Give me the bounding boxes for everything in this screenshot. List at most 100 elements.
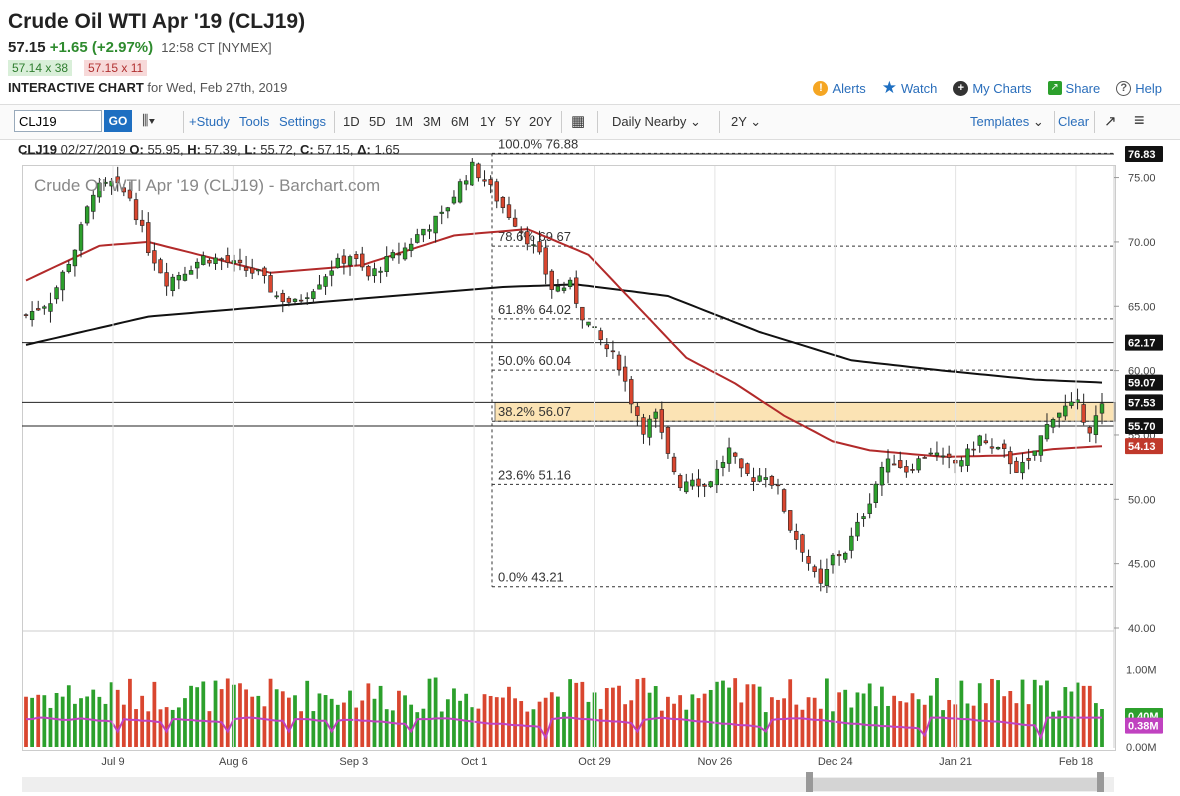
candle-body (42, 306, 47, 309)
candle-body (684, 481, 689, 493)
price-label-5: 54.13 (1128, 441, 1156, 453)
candle-body (274, 295, 279, 298)
volume-bar (825, 678, 829, 747)
candle-body (757, 475, 762, 482)
volume-bar (128, 678, 132, 747)
watch-link[interactable]: ★ Watch (882, 78, 938, 98)
period-5d[interactable]: 5D (369, 114, 386, 129)
candle-body (121, 187, 127, 193)
volume-bar (861, 693, 866, 747)
ohlc-symbol: CLJ19 (18, 142, 58, 157)
volume-bar (757, 686, 762, 747)
close-label: C: (300, 142, 314, 157)
candle-body (959, 460, 964, 467)
share-link[interactable]: ↗ Share (1047, 78, 1100, 98)
expand-icon[interactable]: ↗ (1104, 113, 1117, 130)
price-label-box-4 (1125, 417, 1163, 434)
candle-body (188, 270, 194, 275)
volume-bar (617, 685, 621, 747)
chart-label: INTERACTIVE CHART (8, 80, 144, 95)
volume-bar (873, 706, 878, 747)
candle-body (690, 479, 695, 487)
volume-bar (666, 696, 670, 747)
y-tick-label: 50.00 (1128, 494, 1156, 506)
y-tick-label: 75.00 (1128, 173, 1156, 185)
candle-body (696, 478, 701, 487)
candle-body (262, 267, 267, 277)
period-5y[interactable]: 5Y (505, 114, 521, 129)
volume-bar (476, 708, 481, 747)
candle-body (139, 219, 145, 226)
candle-body (433, 215, 438, 234)
volume-bar (837, 692, 841, 747)
settings-button[interactable]: Settings (279, 114, 326, 129)
candle-body (788, 510, 793, 531)
volume-bar (1014, 703, 1019, 747)
candle-body (415, 234, 420, 243)
volume-bar (678, 695, 683, 747)
volume-bar (611, 687, 615, 747)
ohlc-line: CLJ19 02/27/2019 O: 55.95, H: 57.39, L: … (18, 142, 400, 157)
volume-bar (287, 697, 291, 747)
scroll-thumb[interactable] (810, 778, 1104, 791)
period-3m[interactable]: 3M (423, 114, 442, 129)
alerts-link[interactable]: ! Alerts (813, 78, 866, 98)
volume-bar (831, 711, 835, 747)
candle-body (561, 287, 567, 291)
price-label-box-3 (1125, 394, 1163, 411)
templates-select[interactable]: Templates ⌄ (970, 114, 1044, 130)
volume-bar (928, 695, 933, 747)
volume-bar (299, 711, 303, 747)
nearby-select[interactable]: Daily Nearby ⌄ (612, 114, 701, 130)
mycharts-link[interactable]: + My Charts (953, 78, 1032, 98)
candle-body (1001, 443, 1007, 449)
volume-bar (91, 689, 96, 747)
candle-body (29, 311, 35, 321)
chart-toolbar: GO ⫼▾ +Study Tools Settings 1D 5D 1M 3M … (0, 104, 1180, 140)
candle-body (635, 406, 640, 416)
period-20y[interactable]: 20Y (529, 114, 553, 129)
candle-body (421, 228, 426, 236)
calendar-icon[interactable]: ▦ (571, 113, 586, 130)
period-1d[interactable]: 1D (343, 114, 360, 129)
x-tick-label: Oct 29 (578, 756, 610, 768)
range-select[interactable]: 2Y ⌄ (731, 114, 761, 130)
candle-body (745, 463, 750, 474)
help-link[interactable]: ? Help (1116, 78, 1162, 98)
volume-bar (409, 704, 414, 747)
symbol-input[interactable] (14, 110, 102, 132)
candle-body (702, 484, 707, 487)
period-1m[interactable]: 1M (395, 114, 414, 129)
candle-body (543, 247, 548, 275)
y-tick-label: 45.00 (1128, 559, 1156, 571)
menu-icon[interactable]: ≡ (1134, 110, 1145, 130)
candle-body (1026, 457, 1031, 461)
candle-body (1063, 405, 1068, 417)
candle-body (305, 297, 310, 299)
volume-bar (1057, 710, 1062, 747)
volume-bar (1087, 685, 1092, 747)
candle-body (317, 284, 322, 290)
period-6m[interactable]: 6M (451, 114, 470, 129)
candle-body (408, 243, 414, 251)
scroll-handle-right[interactable] (1097, 772, 1104, 792)
candle-body (910, 469, 915, 471)
period-1y[interactable]: 1Y (480, 114, 496, 129)
volume-bar (24, 696, 28, 747)
volume-bar (66, 685, 71, 747)
clear-button[interactable]: Clear (1058, 114, 1090, 129)
candle-body (36, 308, 41, 311)
volume-bar (170, 709, 175, 747)
go-button[interactable]: GO (104, 110, 132, 132)
tools-button[interactable]: Tools (239, 114, 270, 129)
volume-bar (812, 697, 817, 747)
scroll-handle-left[interactable] (806, 772, 813, 792)
volume-bar (397, 690, 401, 747)
watch-label: Watch (900, 80, 938, 96)
volume-bar (176, 707, 181, 747)
volume-bar (1038, 685, 1043, 747)
volume-bar (935, 678, 939, 747)
candle-type-icon[interactable]: ⫼▾ (142, 112, 156, 128)
study-button[interactable]: +Study (189, 114, 230, 129)
